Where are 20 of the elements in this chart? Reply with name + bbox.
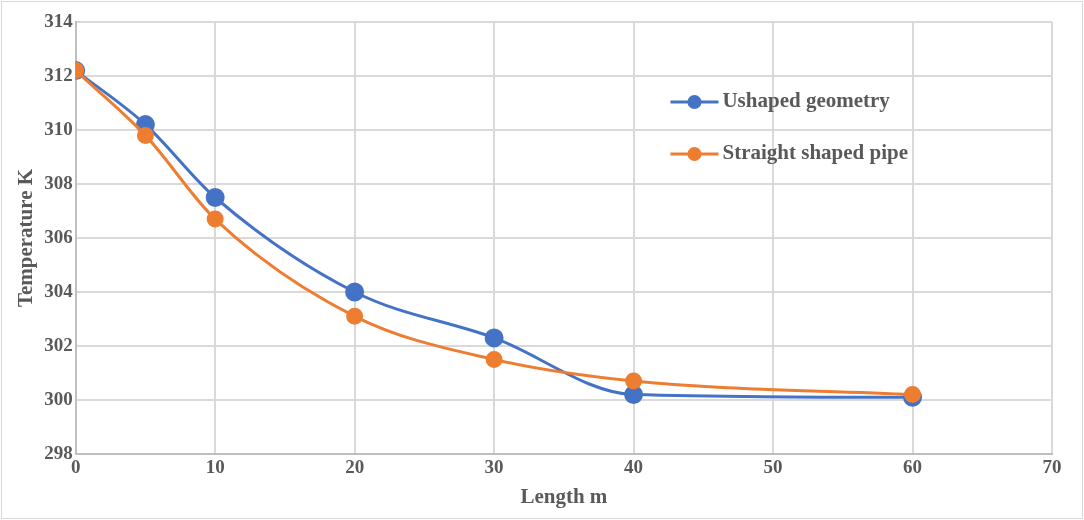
x-tick-label: 40 — [624, 456, 644, 478]
x-tick-label: 50 — [763, 456, 783, 478]
x-tick-label: 70 — [1042, 456, 1062, 478]
y-tick-label: 300 — [44, 387, 73, 409]
y-axis-title: Temperature K — [13, 168, 38, 308]
y-tick-label: 310 — [44, 117, 73, 139]
x-tick-label: 10 — [205, 456, 225, 478]
y-tick-label: 312 — [44, 63, 73, 85]
x-axis-title: Length m — [520, 483, 608, 508]
legend-label: Ushaped geometry — [722, 88, 891, 113]
x-tick-label: 60 — [903, 456, 923, 478]
y-tick-label: 308 — [44, 171, 73, 193]
x-tick-label: 20 — [345, 456, 365, 478]
y-tick-label: 304 — [44, 279, 74, 301]
y-tick-label: 306 — [44, 225, 73, 247]
y-tick-label: 314 — [44, 9, 74, 31]
y-tick-label: 302 — [44, 333, 73, 355]
x-tick-label: 30 — [484, 456, 504, 478]
legend-label: Straight shaped pipe — [722, 140, 908, 165]
y-tick-label: 298 — [44, 441, 73, 463]
